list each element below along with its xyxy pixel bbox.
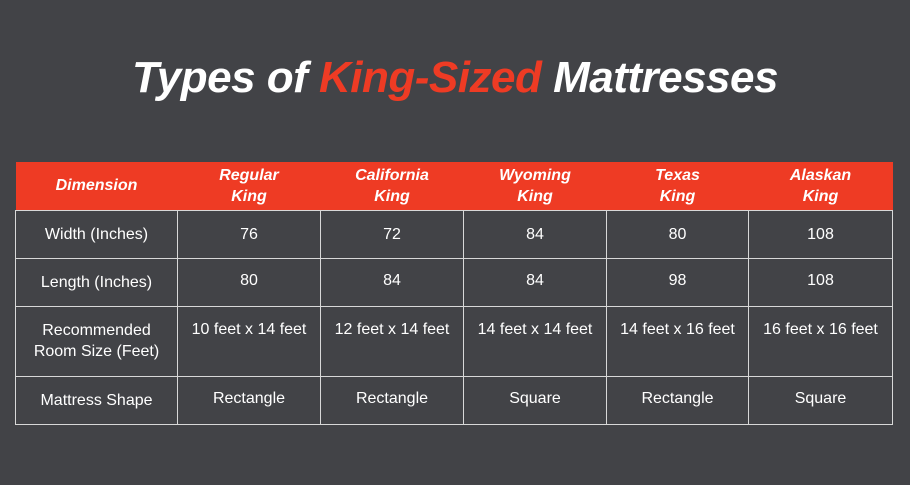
cell-width-california: 72 (320, 209, 464, 259)
row-label-shape: Mattress Shape (15, 375, 178, 425)
table-row-length: Length (Inches) 80 84 84 98 108 (15, 257, 893, 307)
cell-length-alaskan: 108 (748, 257, 893, 307)
cell-length-california: 84 (320, 257, 464, 307)
cell-shape-wyoming: Square (463, 375, 607, 425)
title-part-2: Mattresses (541, 53, 778, 102)
header-dimension: Dimension (55, 177, 138, 195)
cell-shape-regular: Rectangle (177, 375, 321, 425)
header-california-king: California King (355, 166, 429, 205)
cell-width-alaskan: 108 (748, 209, 893, 259)
row-label-room-size: Recommended Room Size (Feet) (15, 305, 178, 377)
cell-room-california: 12 feet x 14 feet (320, 305, 464, 377)
mattress-comparison-table: Dimension Regular King California King Wyo… (15, 162, 893, 425)
cell-width-texas: 80 (606, 209, 749, 259)
header-alaskan-king: Alaskan King (789, 166, 852, 205)
cell-length-regular: 80 (177, 257, 321, 307)
title-part-1: Types of (132, 53, 320, 102)
table-row-width: Width (Inches) 76 72 84 80 108 (15, 209, 893, 259)
cell-width-wyoming: 84 (463, 209, 607, 259)
table-header-row: Dimension Regular King California King Wyo… (15, 162, 893, 210)
cell-length-wyoming: 84 (463, 257, 607, 307)
cell-room-regular: 10 feet x 14 feet (177, 305, 321, 377)
table-row-room-size: Recommended Room Size (Feet) 10 feet x 14… (15, 305, 893, 377)
table-row-shape: Mattress Shape Rectangle Rectangle Squar… (15, 375, 893, 425)
cell-width-regular: 76 (177, 209, 321, 259)
header-texas-king: Texas King (655, 166, 700, 205)
cell-room-wyoming: 14 feet x 14 feet (463, 305, 607, 377)
cell-shape-texas: Rectangle (606, 375, 749, 425)
cell-room-texas: 14 feet x 16 feet (606, 305, 749, 377)
row-label-length: Length (Inches) (15, 257, 178, 307)
title-accent: King-Sized (319, 53, 542, 102)
header-regular-king: Regular King (219, 166, 279, 205)
row-label-width: Width (Inches) (15, 209, 178, 259)
cell-room-alaskan: 16 feet x 16 feet (748, 305, 893, 377)
header-wyoming-king: Wyoming King (499, 166, 571, 205)
cell-length-texas: 98 (606, 257, 749, 307)
page-title: Types of King-Sized Mattresses (0, 52, 910, 104)
cell-shape-alaskan: Square (748, 375, 893, 425)
cell-shape-california: Rectangle (320, 375, 464, 425)
